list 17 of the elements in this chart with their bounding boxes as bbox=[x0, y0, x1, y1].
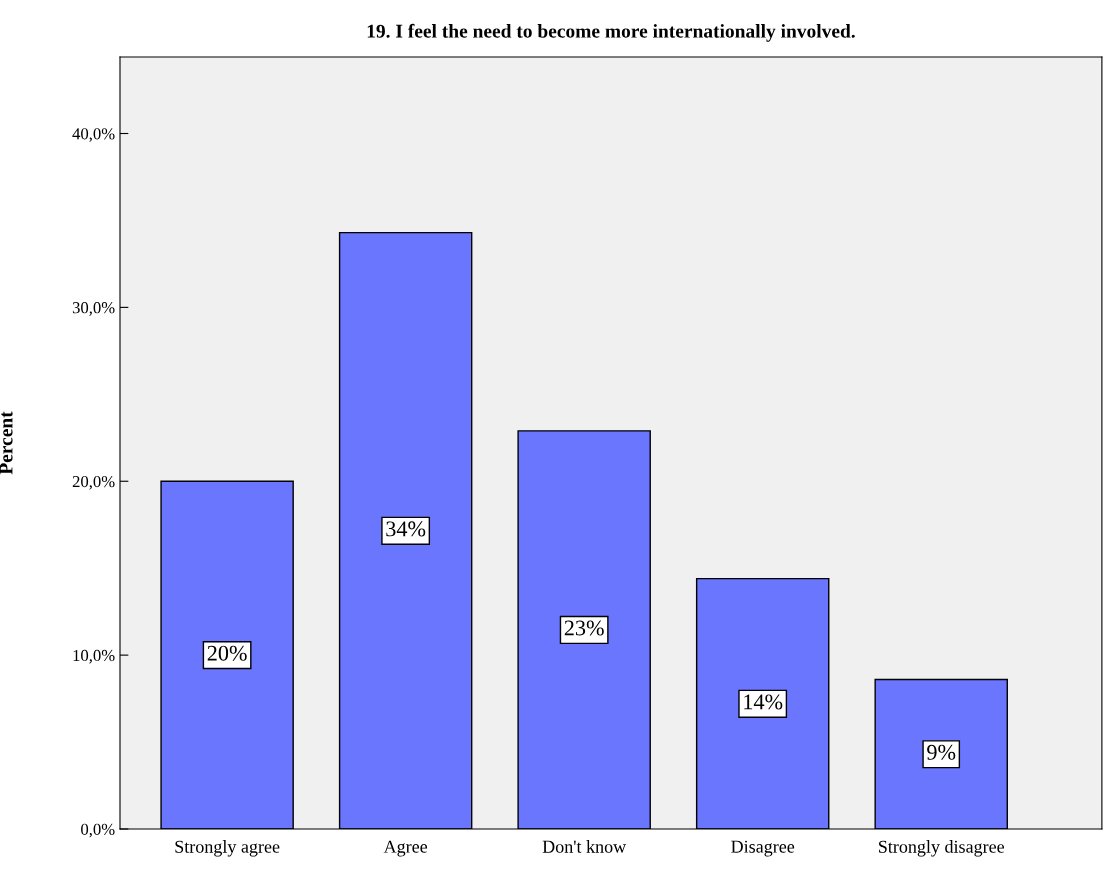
y-axis-title: Percent bbox=[0, 411, 13, 475]
y-tick-label: 30,0% bbox=[72, 302, 115, 316]
data-label: 9% bbox=[927, 744, 956, 760]
x-tick-label: Strongly disagree bbox=[879, 840, 1005, 857]
y-tick-label: 20,0% bbox=[72, 475, 115, 490]
chart-title: 19. I feel the need to become more internationally involved. bbox=[367, 23, 855, 42]
x-tick-label: Strongly agree bbox=[175, 840, 280, 857]
y-tick-label: 0,0% bbox=[81, 823, 115, 838]
x-tick-label: Don't know bbox=[542, 840, 627, 853]
data-label: 34% bbox=[386, 521, 426, 537]
y-tick-label: 40,0% bbox=[72, 128, 115, 142]
data-label: 14% bbox=[744, 694, 783, 710]
y-tick-label: 10,0% bbox=[73, 649, 115, 664]
x-tick-label: Agree bbox=[383, 840, 428, 857]
data-label: 23% bbox=[564, 620, 604, 636]
data-label: 20% bbox=[207, 645, 247, 661]
x-tick-label: Disagree bbox=[731, 840, 795, 857]
